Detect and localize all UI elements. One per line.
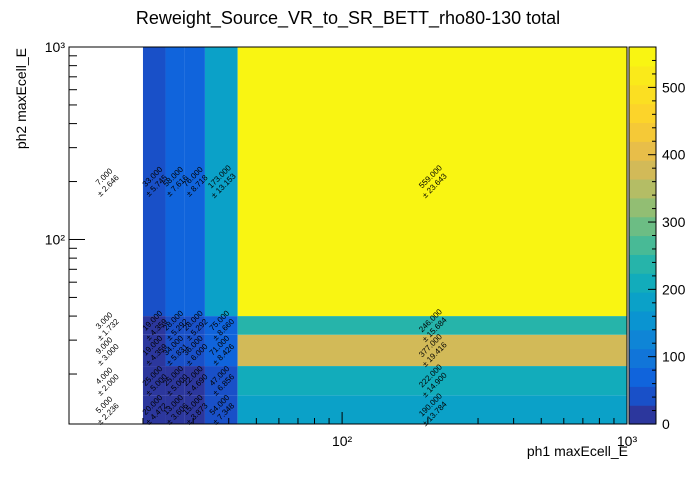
heatmap-cell: [165, 316, 185, 335]
heatmap-cell: [237, 316, 627, 335]
color-palette: [628, 46, 657, 425]
palette-swatch: [629, 405, 656, 425]
color-axis-ticks: 0 100 200 300 400 500: [648, 46, 686, 432]
heatmap-cell: [142, 316, 166, 335]
palette-swatch: [629, 216, 656, 237]
palette-swatch: [629, 235, 656, 255]
heatmap-cell: [204, 47, 238, 317]
heatmap-cells: [69, 47, 627, 424]
heatmap-cell: [184, 334, 205, 367]
palette-swatch: [629, 122, 656, 142]
palette-swatch: [629, 329, 656, 350]
heatmap-cell: [204, 334, 238, 367]
heatmap-cell: [165, 395, 185, 424]
palette-swatch: [629, 292, 656, 312]
heatmap-cell: [237, 47, 627, 317]
heatmap-cell: [184, 316, 205, 335]
palette-swatch: [629, 273, 656, 293]
heatmap-cell: [165, 334, 185, 367]
heatmap-cell: [165, 47, 185, 317]
palette-swatch: [629, 310, 656, 331]
heatmap-cell: [165, 366, 185, 396]
heatmap-cell: [69, 395, 143, 424]
y-tick-label: 10³: [45, 39, 66, 55]
heatmap-cell: [204, 395, 238, 424]
palette-swatch: [629, 47, 656, 67]
heatmap-cell: [184, 47, 205, 317]
plot-frame: [68, 46, 628, 425]
heatmap-cell: [184, 366, 205, 396]
heatmap-cell: [204, 316, 238, 335]
y-tick-label: 10²: [45, 231, 66, 247]
y-axis-label: ph2 maxEcell_E: [13, 48, 29, 149]
x-axis-ticks: 10² 10³: [142, 412, 638, 449]
palette-swatch: [629, 348, 656, 369]
heatmap-cell: [142, 395, 166, 424]
palette-tick-label: 500: [662, 79, 686, 95]
palette-swatch: [629, 65, 656, 86]
palette-swatch: [629, 160, 656, 180]
x-tick-label: 10²: [332, 433, 353, 449]
chart-title: Reweight_Source_VR_to_SR_BETT_rho80-130 …: [136, 8, 560, 29]
heatmap-cell: [69, 334, 143, 367]
heatmap-cell: [69, 366, 143, 396]
heatmap-cell: [237, 334, 627, 367]
y-axis-ticks: 10² 10³: [45, 39, 85, 375]
palette-swatch: [629, 367, 656, 387]
palette-swatch: [629, 197, 656, 218]
heatmap-cell: [142, 366, 166, 396]
x-tick-label: 10³: [617, 433, 638, 449]
heatmap-cell: [184, 395, 205, 424]
palette-swatch: [629, 141, 656, 161]
palette-swatch: [629, 178, 656, 199]
heatmap-cell: [69, 47, 143, 317]
heatmap-cell: [237, 395, 627, 424]
palette-swatch: [629, 254, 656, 274]
heatmap-cell: [142, 47, 166, 317]
palette-tick-label: 300: [662, 214, 686, 230]
heatmap-cell: [69, 316, 143, 335]
heatmap-cell: [142, 334, 166, 367]
palette-swatch: [629, 103, 656, 123]
palette-tick-label: 200: [662, 281, 686, 297]
palette-tick-label: 400: [662, 147, 686, 163]
palette-swatch: [629, 84, 656, 105]
heatmap-cell: [237, 366, 627, 396]
x-axis-label: ph1 maxEcell_E: [527, 443, 628, 459]
palette-tick-label: 100: [662, 349, 686, 365]
palette-tick-label: 0: [662, 416, 670, 432]
heatmap-cell: [204, 366, 238, 396]
palette-swatch: [629, 386, 656, 406]
